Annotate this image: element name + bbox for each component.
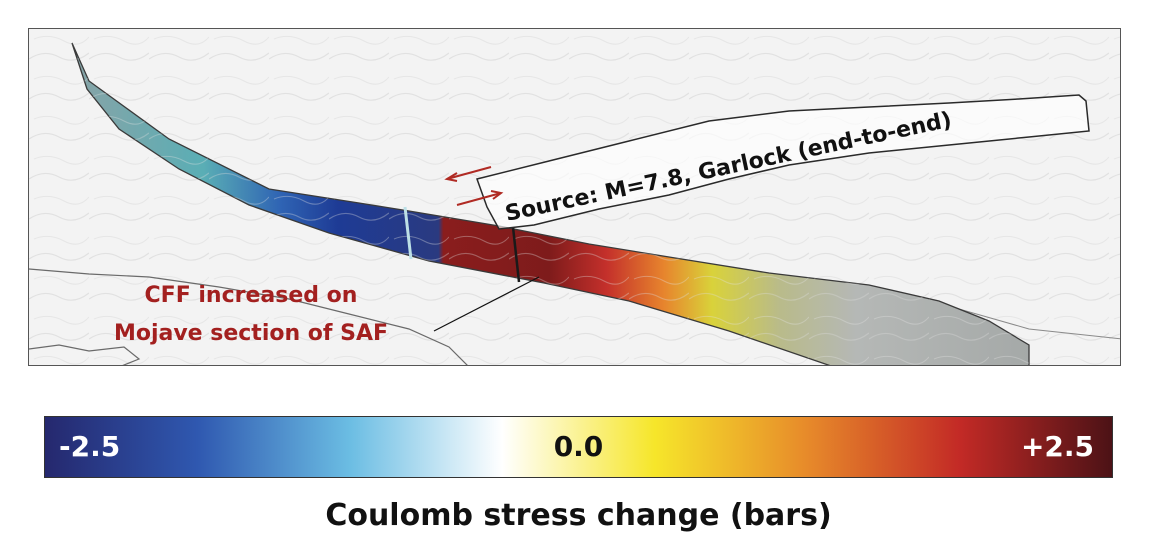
colorbar-max-label: +2.5 xyxy=(1020,430,1094,463)
slip-arrows xyxy=(444,166,504,206)
island-outline xyxy=(29,344,141,365)
callout-line-1: CFF increased on xyxy=(145,283,358,308)
fault-map: Source: M=7.8, Garlock (end-to-end) CFF … xyxy=(29,29,1120,365)
colorbar-min-label: -2.5 xyxy=(59,430,121,463)
colorbar-mid-label: 0.0 xyxy=(553,430,604,463)
callout-leader xyxy=(433,276,540,332)
segment-boundary-1 xyxy=(403,206,413,260)
segment-boundary-2 xyxy=(511,226,521,283)
callout-line-2: Mojave section of SAF xyxy=(114,321,388,346)
garlock-source-outline xyxy=(476,94,1090,230)
saf-shading xyxy=(72,43,1029,365)
coastline-outline xyxy=(29,268,468,365)
map-panel: Source: M=7.8, Garlock (end-to-end) CFF … xyxy=(28,28,1121,366)
colorbar-title: Coulomb stress change (bars) xyxy=(325,498,832,533)
colorbar: -2.5 0.0 +2.5 xyxy=(44,416,1113,478)
colorbar-gradient xyxy=(45,417,1112,477)
